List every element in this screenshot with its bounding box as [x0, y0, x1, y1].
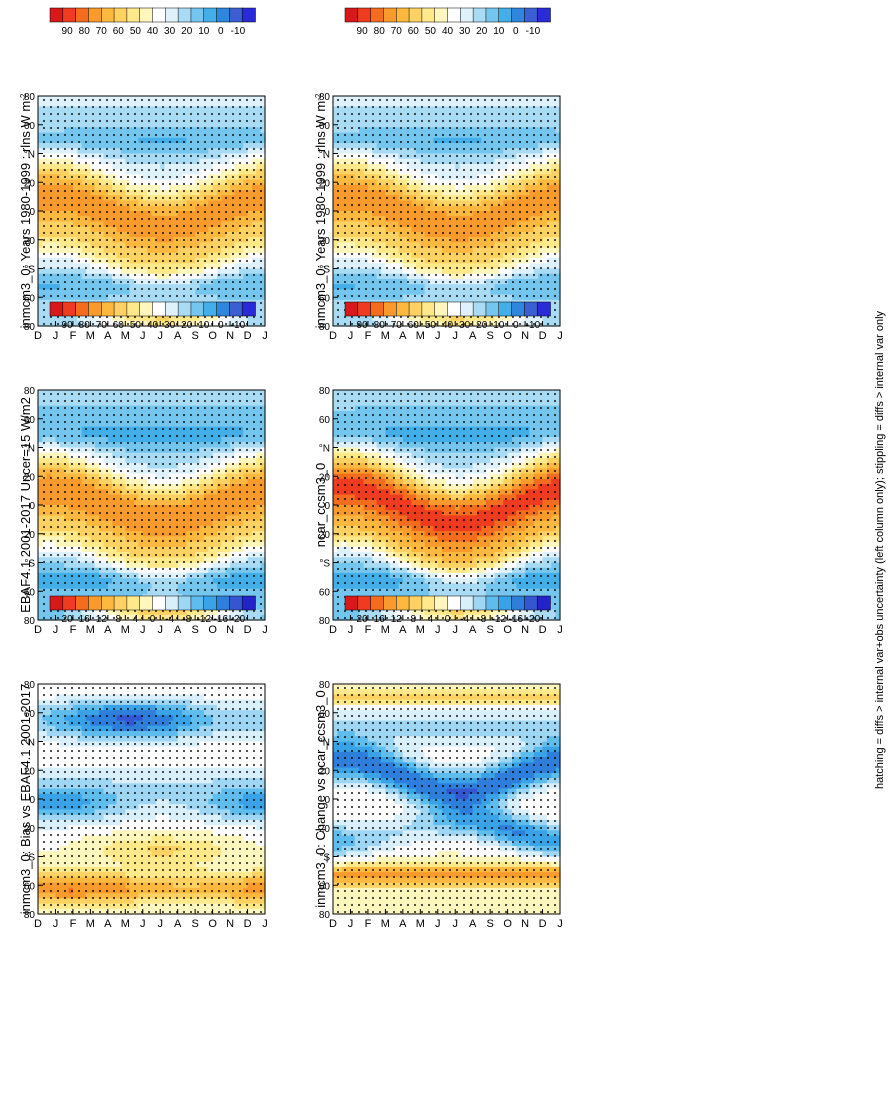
month-label: J — [452, 330, 458, 342]
month-label: J — [53, 330, 59, 342]
lat-label: 20 — [24, 178, 36, 189]
lat-label: 0 — [29, 207, 35, 218]
month-label: S — [191, 330, 198, 342]
lat-label: °N — [24, 150, 35, 161]
month-label: J — [157, 330, 163, 342]
lat-label: 80 — [24, 322, 36, 333]
month-label: A — [174, 330, 182, 342]
month-label: J — [557, 330, 563, 342]
month-label: F — [365, 330, 372, 342]
month-label: J — [435, 330, 441, 342]
lat-label: 60 — [24, 121, 36, 132]
lat-label: 20 — [24, 236, 36, 247]
lat-label: 20 — [319, 236, 331, 247]
month-label: M — [121, 330, 130, 342]
month-label: M — [416, 330, 425, 342]
month-label: J — [348, 330, 354, 342]
lat-label: 80 — [319, 322, 331, 333]
month-label: A — [399, 330, 407, 342]
month-label: A — [104, 330, 112, 342]
month-label: F — [70, 330, 77, 342]
lat-label: 80 — [24, 92, 36, 103]
month-label: D — [539, 330, 547, 342]
stippling-overlay — [333, 96, 560, 326]
lat-label: °S — [24, 265, 35, 276]
lat-label: °N — [319, 150, 330, 161]
lat-label: 80 — [319, 92, 331, 103]
lat-label: 0 — [324, 207, 330, 218]
month-label: D — [34, 330, 42, 342]
month-label: J — [262, 330, 268, 342]
lat-label: 60 — [24, 293, 36, 304]
lat-label: 60 — [319, 121, 331, 132]
month-label: O — [208, 330, 217, 342]
month-label: D — [244, 330, 252, 342]
month-label: M — [381, 330, 390, 342]
month-label: M — [86, 330, 95, 342]
lat-label: 20 — [319, 178, 331, 189]
month-label: N — [521, 330, 529, 342]
month-label: O — [503, 330, 512, 342]
month-label: N — [226, 330, 234, 342]
stippling-overlay — [38, 96, 265, 326]
month-label: D — [329, 330, 337, 342]
lat-label: 60 — [319, 293, 331, 304]
month-label: S — [486, 330, 493, 342]
month-label: A — [469, 330, 477, 342]
month-label: J — [140, 330, 146, 342]
lat-label: °S — [319, 265, 330, 276]
